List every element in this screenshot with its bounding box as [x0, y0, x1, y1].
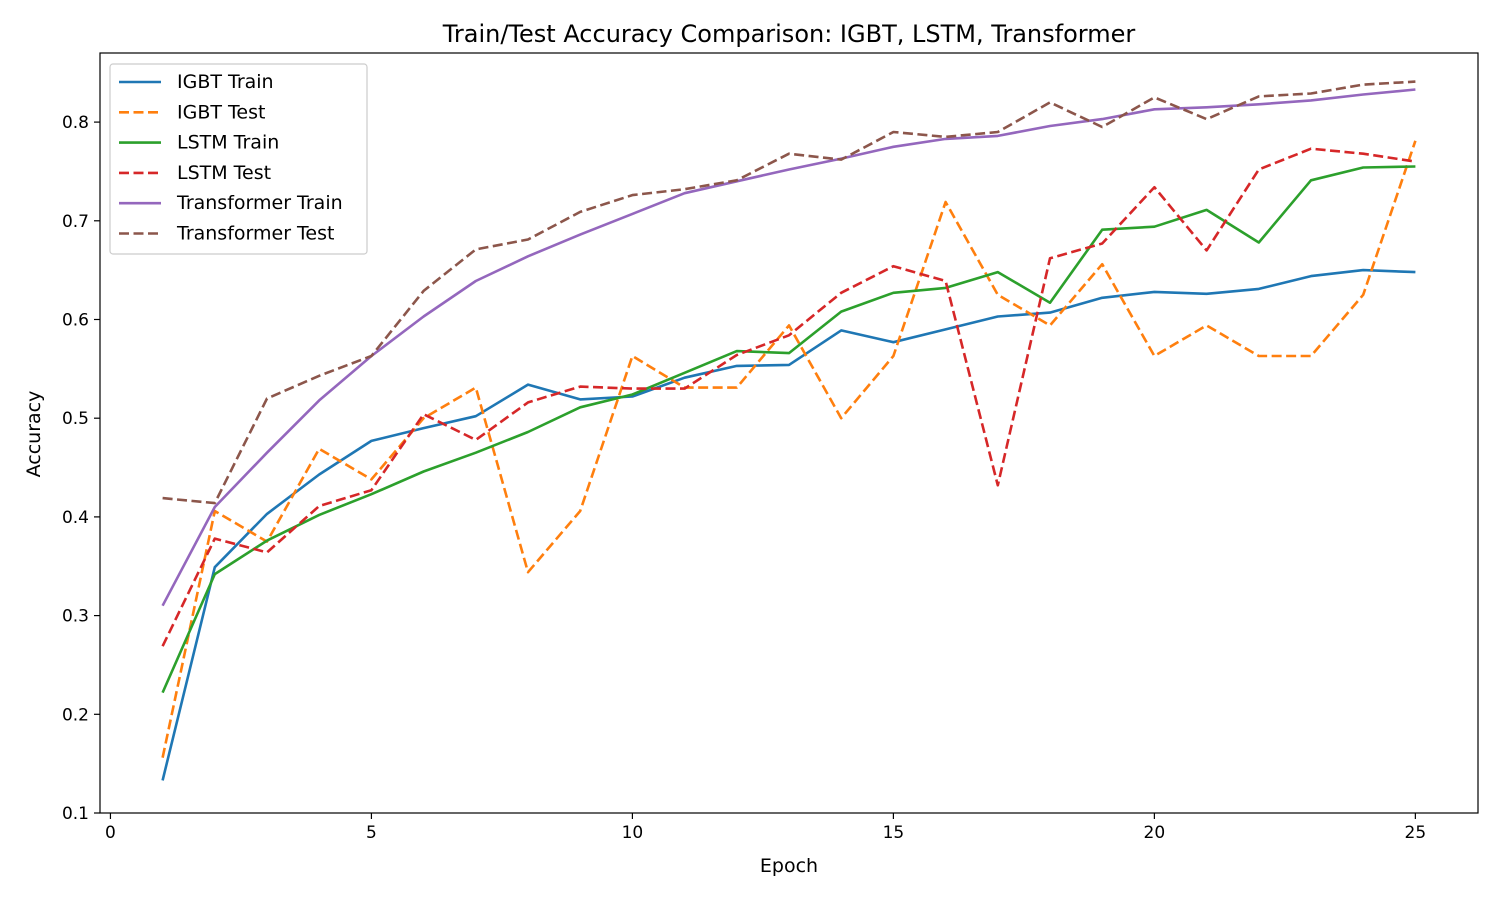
- y-tick-label: 0.8: [62, 113, 89, 133]
- x-axis: 0 5 10 15 20 25: [105, 813, 1426, 843]
- y-tick-label: 0.6: [62, 310, 89, 330]
- series-line-igbt-train: [161, 268, 1416, 781]
- x-tick-label: 0: [105, 823, 116, 843]
- x-axis-label: Epoch: [760, 855, 818, 877]
- y-tick-label: 0.2: [62, 705, 89, 725]
- x-tick-label: 5: [366, 823, 377, 843]
- x-tick-label: 20: [1144, 823, 1166, 843]
- legend-label-lstm-train: LSTM Train: [177, 132, 279, 154]
- legend-label-transformer-train: Transformer Train: [176, 192, 343, 214]
- plot-area: [99, 52, 1479, 814]
- legend-label-lstm-test: LSTM Test: [177, 162, 271, 184]
- series-line-lstm-train: [161, 165, 1416, 694]
- series-line-transformer-test: [162, 80, 1416, 505]
- x-tick-label: 15: [883, 823, 905, 843]
- y-tick-label: 0.7: [62, 212, 89, 232]
- legend: IGBT Train IGBT Test LSTM Train LSTM Test Tr…: [109, 63, 368, 255]
- legend-label-igbt-train: IGBT Train: [177, 71, 274, 93]
- series-lines: [161, 80, 1417, 781]
- chart-title: Train/Test Accuracy Comparison: IGBT, LS…: [442, 20, 1136, 48]
- y-tick-label: 0.3: [62, 607, 89, 627]
- legend-box: [109, 63, 368, 255]
- x-tick-label: 25: [1405, 823, 1427, 843]
- legend-label-igbt-test: IGBT Test: [177, 101, 265, 123]
- y-tick-label: 0.4: [62, 508, 89, 528]
- y-axis-label: Accuracy: [23, 391, 45, 478]
- legend-label-transformer-test: Transformer Test: [176, 223, 334, 245]
- y-tick-label: 0.5: [62, 409, 89, 429]
- series-line-lstm-test: [161, 147, 1416, 647]
- series-line-igbt-test: [161, 140, 1417, 758]
- x-tick-label: 10: [622, 823, 644, 843]
- y-axis: 0.1 0.2 0.3 0.4 0.5 0.6 0.7 0.8: [62, 113, 100, 824]
- y-tick-label: 0.1: [62, 804, 89, 824]
